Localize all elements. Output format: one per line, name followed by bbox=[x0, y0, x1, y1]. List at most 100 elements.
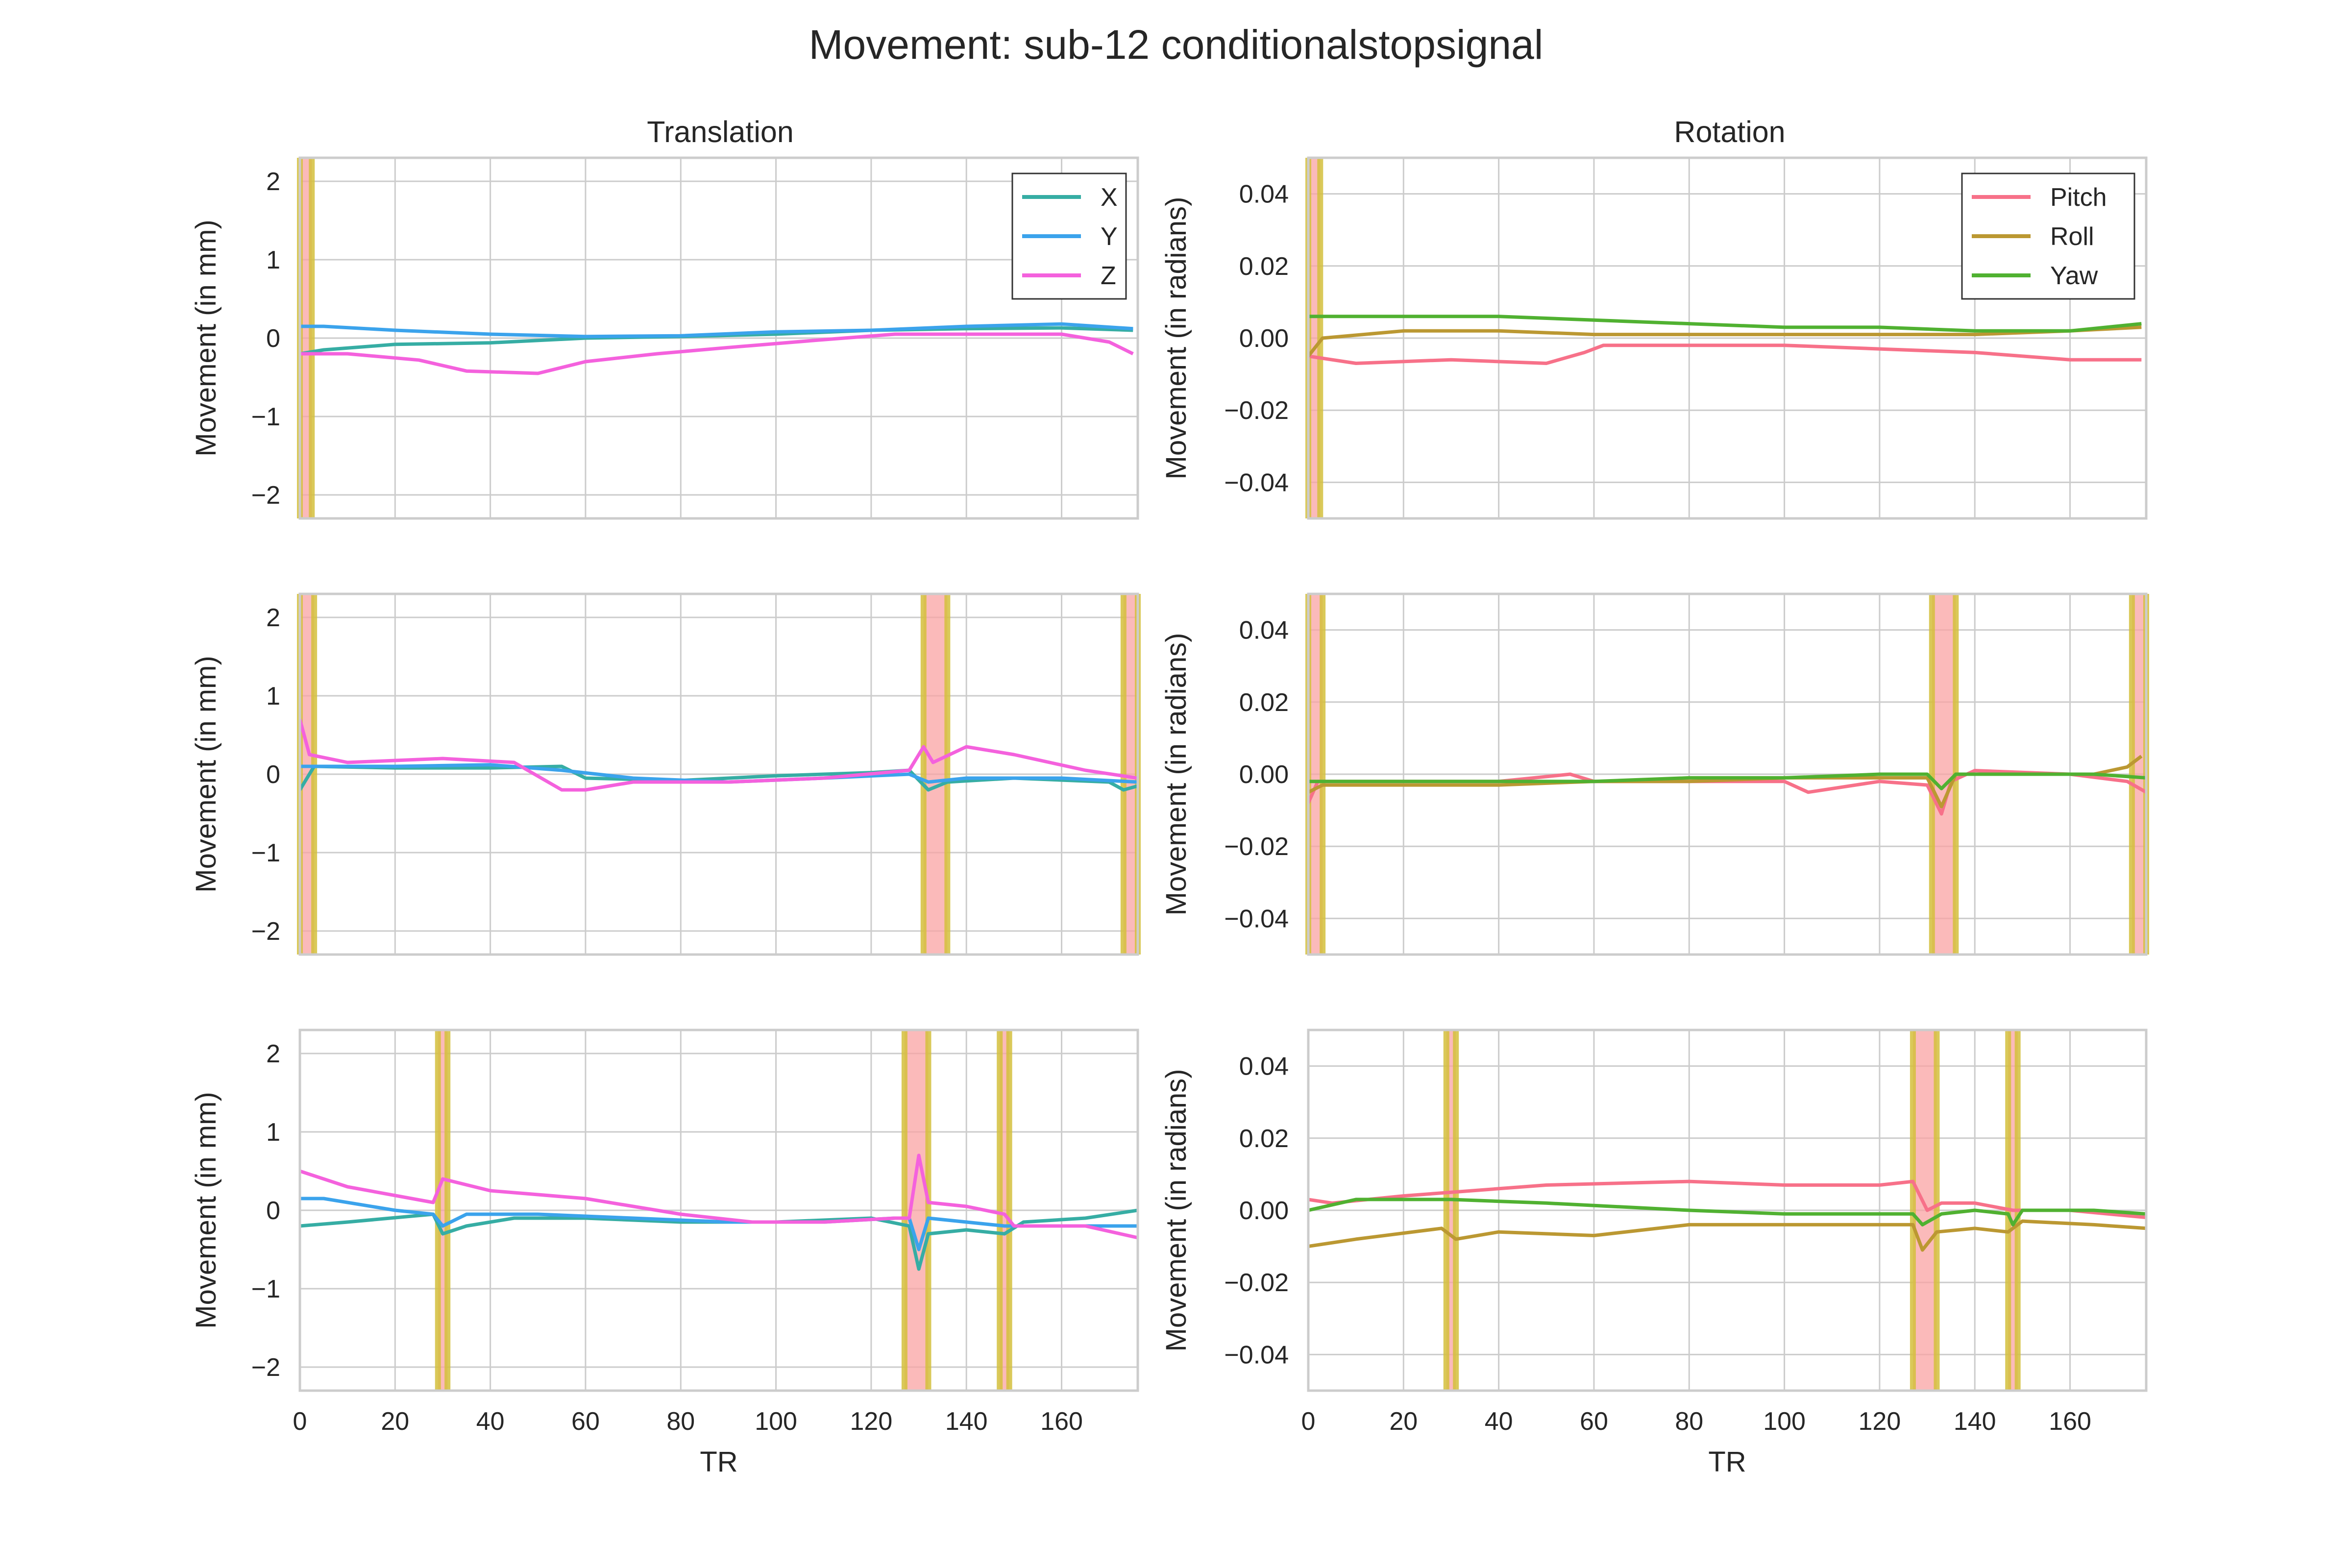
y-tick-label: −1 bbox=[251, 403, 280, 431]
plot-frame bbox=[1307, 592, 2148, 956]
panel-rotation-2: −0.04 −0.02 0.00 0.02 0.04 Movement (in radia… bbox=[1160, 592, 2149, 956]
legend-label-yaw: Yaw bbox=[2050, 262, 2098, 290]
plot-frame bbox=[298, 592, 1139, 956]
legend-translation: XYZ bbox=[1011, 172, 1127, 300]
y-tick-label: 0.00 bbox=[1239, 1197, 1289, 1225]
y-tick-label: 0.04 bbox=[1239, 616, 1289, 645]
series-group bbox=[300, 322, 1134, 375]
series-line-yaw bbox=[1308, 772, 2146, 790]
flag-band-edge bbox=[311, 594, 318, 955]
series-line-z bbox=[300, 719, 1138, 792]
x-tick-label: 80 bbox=[1675, 1407, 1703, 1436]
series-line-x bbox=[300, 1208, 1138, 1271]
panel-translation-2: −2 −1 0 1 2 Movement (in mm) bbox=[190, 592, 1141, 956]
y-tick-label: 2 bbox=[266, 1040, 280, 1068]
flag-band-edge bbox=[444, 1030, 451, 1391]
series-line-z bbox=[300, 1153, 1138, 1240]
x-tick-label: 60 bbox=[571, 1407, 600, 1436]
y-tick-label: 0.00 bbox=[1239, 760, 1289, 789]
y-tick-label: 1 bbox=[266, 682, 280, 710]
flag-band-edge bbox=[1317, 158, 1323, 518]
legend-label-y: Y bbox=[1101, 222, 1118, 251]
series-line-yaw bbox=[1308, 315, 2142, 333]
plot-frame bbox=[1307, 156, 2148, 520]
x-axis-label: TR bbox=[1708, 1446, 1746, 1478]
y-tick-label: 0.02 bbox=[1239, 1125, 1289, 1153]
y-tick-label: −2 bbox=[251, 917, 280, 946]
series-line-x bbox=[300, 764, 1138, 792]
x-tick-label: 20 bbox=[381, 1407, 409, 1436]
y-tick-label: 0 bbox=[266, 760, 280, 789]
legend-label-x: X bbox=[1101, 183, 1118, 212]
series-line-roll bbox=[1308, 1219, 2146, 1252]
y-axis-label: Movement (in mm) bbox=[190, 220, 222, 456]
flag-band-edge bbox=[944, 594, 951, 955]
legend-label-pitch: Pitch bbox=[2050, 183, 2107, 212]
flag-band bbox=[923, 594, 948, 955]
series-group bbox=[1308, 1179, 2146, 1252]
panel-translation-1: −2 −1 0 1 2 Movement (in mm) XYZ bbox=[190, 156, 1139, 520]
y-tick-label: −1 bbox=[251, 839, 280, 867]
x-tick-label: 140 bbox=[945, 1407, 988, 1436]
series-group bbox=[1308, 315, 2142, 365]
series-line-pitch bbox=[1308, 343, 2142, 365]
series-line-yaw bbox=[1308, 1198, 2146, 1226]
flag-band bbox=[1912, 1030, 1937, 1391]
flag-band-edge bbox=[920, 594, 927, 955]
column-title-translation: Translation bbox=[647, 115, 794, 148]
plot-frame bbox=[298, 156, 1139, 520]
x-tick-label: 80 bbox=[666, 1407, 695, 1436]
y-tick-label: −2 bbox=[251, 481, 280, 510]
legend-rotation: Pitch Roll Yaw bbox=[1961, 172, 2135, 300]
flag-band bbox=[904, 1030, 929, 1391]
flag-band-edge bbox=[2129, 594, 2135, 955]
series-group bbox=[300, 1153, 1138, 1271]
flag-band-edge bbox=[997, 1030, 1003, 1391]
y-tick-label: 0.02 bbox=[1239, 252, 1289, 281]
y-axis-label: Movement (in mm) bbox=[190, 1092, 222, 1328]
flag-band-edge bbox=[1006, 1030, 1012, 1391]
x-tick-label: 120 bbox=[1859, 1407, 1901, 1436]
y-tick-label: 0.04 bbox=[1239, 180, 1289, 209]
y-tick-label: 0 bbox=[266, 324, 280, 353]
flag-band bbox=[1932, 594, 1956, 955]
flag-band-edge bbox=[1443, 1030, 1449, 1391]
y-tick-label: −0.02 bbox=[1224, 1269, 1289, 1297]
x-tick-label: 20 bbox=[1389, 1407, 1418, 1436]
x-tick-label: 160 bbox=[2049, 1407, 2091, 1436]
flag-band-edge bbox=[309, 158, 315, 518]
y-axis-label: Movement (in radians) bbox=[1160, 1069, 1192, 1352]
panels-grid: −2 −1 0 1 2 Movement (in mm) XYZ −0.04 −0.02 0.00… bbox=[190, 156, 2149, 1478]
series-group bbox=[1308, 755, 2146, 816]
y-tick-label: −2 bbox=[251, 1353, 280, 1382]
y-tick-label: 0.00 bbox=[1239, 324, 1289, 353]
x-tick-label: 0 bbox=[293, 1407, 307, 1436]
legend-label-z: Z bbox=[1101, 262, 1116, 290]
y-tick-label: −0.04 bbox=[1224, 468, 1289, 497]
x-tick-label: 100 bbox=[1763, 1407, 1806, 1436]
plot-frame bbox=[1307, 1029, 2148, 1392]
series-line-pitch bbox=[1308, 1179, 2146, 1220]
y-tick-label: −1 bbox=[251, 1275, 280, 1303]
figure-title: Movement: sub-12 conditionalstopsignal bbox=[809, 22, 1544, 68]
flag-band-edge bbox=[1320, 594, 1326, 955]
flag-band-edge bbox=[1453, 1030, 1459, 1391]
y-axis-label: Movement (in radians) bbox=[1160, 197, 1192, 480]
panel-translation-3: −2 −1 0 1 2 Movement (in mm) 0 20 40 60 80 100 120 14… bbox=[190, 1029, 1139, 1478]
series-line-z bbox=[300, 332, 1134, 375]
y-tick-label: 2 bbox=[266, 168, 280, 196]
flag-band-edge bbox=[1929, 594, 1935, 955]
y-tick-label: −0.04 bbox=[1224, 1341, 1289, 1369]
y-tick-label: 1 bbox=[266, 1118, 280, 1147]
panel-rotation-1: −0.04 −0.02 0.00 0.02 0.04 Movement (in radia… bbox=[1160, 156, 2148, 520]
flag-band-edge bbox=[1934, 1030, 1940, 1391]
x-tick-label: 160 bbox=[1040, 1407, 1083, 1436]
x-tick-label: 40 bbox=[1485, 1407, 1513, 1436]
y-axis-label: Movement (in radians) bbox=[1160, 633, 1192, 916]
legend-label-roll: Roll bbox=[2050, 222, 2094, 251]
x-tick-label: 60 bbox=[1580, 1407, 1608, 1436]
x-axis-label: TR bbox=[700, 1446, 737, 1478]
flag-band-edge bbox=[1120, 594, 1127, 955]
flag-band-edge bbox=[435, 1030, 441, 1391]
